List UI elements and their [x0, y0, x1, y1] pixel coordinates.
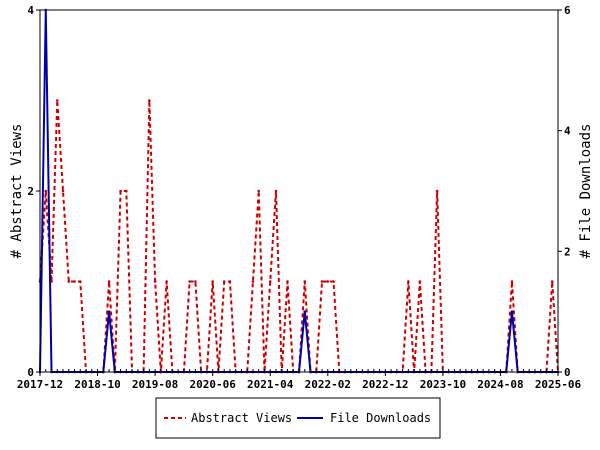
- right-tick-label-0: 0: [564, 366, 571, 379]
- right-tick-label-2: 4: [564, 125, 571, 138]
- series-0-point-38: [257, 189, 261, 193]
- series-0-point-5: [67, 280, 71, 283]
- x-tick-label-4: 2021-04: [247, 378, 294, 391]
- series-0-point-33: [228, 280, 232, 283]
- x-tick-label-1: 2018-10: [74, 378, 120, 391]
- x-tick-label-9: 2025-06: [535, 378, 582, 391]
- right-tick-label-1: 2: [564, 245, 571, 258]
- series-0-point-49: [320, 280, 324, 283]
- series-0-point-19: [148, 99, 151, 102]
- series-0-point-37: [251, 280, 255, 283]
- x-tick-label-6: 2022-12: [362, 378, 408, 391]
- series-0-point-64: [407, 280, 410, 283]
- series-0-point-46: [303, 280, 307, 283]
- series-0-point-27: [194, 280, 197, 283]
- x-tick-label-5: 2022-02: [305, 378, 351, 391]
- legend-label-abstract-views: Abstract Views: [191, 411, 292, 425]
- left-tick-label-0: 0: [27, 366, 34, 379]
- series-0-point-50: [326, 280, 330, 283]
- series-0-point-3: [55, 99, 59, 102]
- series-0-point-43: [286, 280, 289, 283]
- series-0-point-89: [550, 280, 554, 283]
- series-0-point-20: [153, 280, 157, 283]
- series-0-point-7: [78, 280, 82, 283]
- series-1-point-82: [510, 310, 514, 313]
- series-0-point-82: [510, 280, 514, 283]
- series-1-point-12: [107, 310, 111, 313]
- x-tick-label-2: 2019-08: [132, 378, 178, 391]
- series-0-point-51: [332, 280, 335, 283]
- x-tick-label-7: 2023-10: [420, 378, 466, 391]
- right-tick-label-3: 6: [564, 4, 571, 17]
- series-0-point-66: [418, 280, 422, 283]
- left-tick-label-1: 2: [27, 185, 34, 198]
- series-0-point-6: [73, 280, 76, 283]
- series-0-point-14: [119, 189, 122, 193]
- series-0-point-15: [125, 189, 128, 193]
- series-0-point-22: [165, 280, 168, 283]
- right-axis-title: # File Downloads: [578, 124, 594, 259]
- series-0-point-1: [44, 189, 48, 193]
- series-0-point-4: [61, 189, 65, 193]
- legend-label-file-downloads: File Downloads: [330, 411, 431, 425]
- x-tick-label-0: 2017-12: [17, 378, 63, 391]
- series-0-point-30: [211, 280, 214, 283]
- series-0-point-32: [222, 280, 226, 283]
- series-0-point-12: [107, 280, 111, 283]
- right-axis: 0 2 4 6: [558, 4, 571, 379]
- x-axis: 2017-12 2018-10 2019-08 2020-06 2021-04 2022-…: [17, 369, 582, 391]
- left-tick-label-2: 4: [27, 4, 34, 17]
- legend: Abstract Views File Downloads: [155, 397, 441, 439]
- x-tick-label-8: 2024-08: [477, 378, 523, 391]
- series-0-point-41: [274, 189, 278, 193]
- left-axis-title: # Abstract Views: [9, 124, 25, 259]
- left-axis: 0 2 4: [27, 4, 40, 379]
- series-1-point-46: [303, 310, 307, 313]
- series-0-point-40: [268, 280, 272, 283]
- x-tick-label-3: 2020-06: [189, 378, 236, 391]
- series-0-point-26: [188, 280, 191, 283]
- series-0-point-69: [435, 189, 439, 193]
